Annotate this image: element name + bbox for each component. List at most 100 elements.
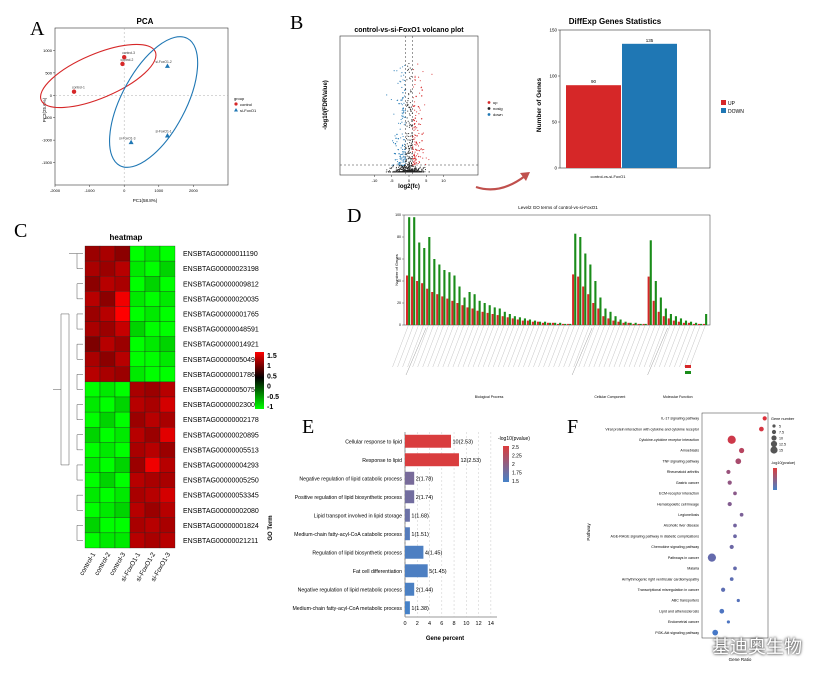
volcano-point [424, 166, 426, 169]
heatmap-cell [144, 245, 161, 262]
volcano-point [392, 142, 395, 144]
f-size-legend-marker [770, 446, 778, 454]
volcano-point [399, 171, 401, 173]
volcano-point [414, 109, 416, 111]
heatmap-cell [144, 366, 161, 383]
f-color-legend-title: -log10(pvalue) [771, 461, 796, 465]
pca-point-label: si-FoxO1-1 [155, 130, 171, 134]
volcano-point [411, 168, 413, 170]
volcano-point [408, 133, 410, 135]
f-bubble [733, 566, 737, 571]
heatmap-cell [159, 276, 176, 292]
volcano-point [420, 87, 422, 89]
volcano-point [405, 167, 407, 169]
volcano-point [417, 145, 420, 147]
heatmap-row-label: ENSBTAG00000020895 [183, 432, 259, 439]
go-bar-up [607, 318, 610, 325]
go-term-label-line [508, 324, 525, 368]
volcano-point [419, 80, 421, 82]
volcano-point [393, 164, 395, 166]
volcano-point [394, 159, 396, 161]
volcano-point [408, 94, 410, 96]
diffexp-legend-down: DOWN [728, 109, 744, 115]
go-bar-up [506, 317, 509, 325]
volcano-point [422, 167, 424, 169]
volcano-point [403, 146, 406, 148]
volcano-point [420, 148, 422, 150]
volcano-sig-point [421, 89, 423, 91]
go-term-label-line [518, 324, 535, 368]
volcano-point [409, 144, 411, 146]
volcano-point [416, 170, 418, 172]
heatmap-row-label: ENSBTAG00000021211 [183, 538, 258, 545]
f-bubble [721, 587, 726, 592]
go-term-label-line [573, 324, 590, 368]
volcano-point [417, 168, 420, 170]
volcano-point [411, 119, 413, 121]
f-category-label: Pathways in cancer [668, 556, 700, 560]
volcano-point [403, 163, 406, 166]
volcano-x-tick-label: -5 [390, 178, 394, 183]
go-bar-up [587, 294, 590, 325]
volcano-sig-point [394, 143, 397, 145]
heatmap-cell [159, 396, 176, 413]
heatmap-cell [159, 532, 176, 549]
heatmap-cell [114, 472, 131, 488]
volcano-point [413, 160, 415, 162]
go-bar-up [592, 303, 595, 325]
volcano-point [415, 120, 418, 122]
volcano-point [413, 168, 415, 170]
go-bar-down [533, 320, 537, 325]
heatmap-row-label: ENSBTAG00000017866 [183, 372, 259, 379]
heatmap-cell [129, 276, 146, 292]
volcano-point [401, 165, 403, 167]
volcano-point [404, 157, 406, 159]
go-bar-down [468, 292, 471, 325]
go-term-label-line [578, 324, 595, 368]
volcano-point [400, 147, 402, 149]
volcano-point [404, 110, 406, 112]
volcano-point [408, 155, 410, 157]
heatmap-cell [84, 532, 101, 549]
go-bar-down [654, 281, 657, 325]
volcano-point [414, 169, 416, 171]
e-bar [405, 582, 415, 596]
pca-ellipse-sifoxo1 [109, 36, 199, 168]
go-bar-up [677, 321, 680, 325]
heatmap-cell [129, 517, 146, 534]
volcano-point [412, 127, 414, 129]
go-bar-up [466, 307, 469, 325]
volcano-point [398, 165, 400, 167]
volcano-sig-point [398, 153, 400, 155]
pca-ellipse-control [39, 43, 157, 109]
volcano-point [401, 157, 403, 159]
volcano-sig-point [414, 122, 416, 125]
go-bar-up [436, 294, 439, 325]
heatmap-row-label: ENSBTAG00000005250 [183, 478, 259, 485]
go-term-label-line [638, 324, 656, 368]
go-bar-down [538, 321, 542, 325]
e-bar-label: 1(1.51) [411, 532, 429, 538]
pca-y-tick-label: 1000 [43, 48, 53, 53]
volcano-point [405, 162, 407, 164]
volcano-point [407, 169, 409, 171]
heatmap-cell [84, 260, 101, 277]
e-colorbar-label: 1.5 [512, 479, 519, 485]
heatmap-cell [84, 487, 101, 503]
go-bar-down [684, 320, 688, 325]
diffexp-bar-up [566, 85, 621, 168]
volcano-point [414, 84, 416, 86]
f-size-legend-marker [771, 435, 777, 441]
volcano-point [412, 119, 414, 121]
go-bar-down [674, 316, 677, 325]
volcano-point [395, 166, 397, 169]
e-bar-label: 5(1.45) [429, 569, 447, 575]
volcano-point [415, 149, 418, 151]
heatmap-row-label: ENSBTAG00000001824 [183, 523, 259, 530]
volcano-point [403, 102, 405, 104]
go-term-label-line [407, 324, 424, 368]
pca-y-tick-label: -1000 [42, 138, 53, 143]
volcano-point [413, 153, 416, 155]
go-bar-up [461, 305, 464, 325]
volcano-point [401, 115, 403, 117]
